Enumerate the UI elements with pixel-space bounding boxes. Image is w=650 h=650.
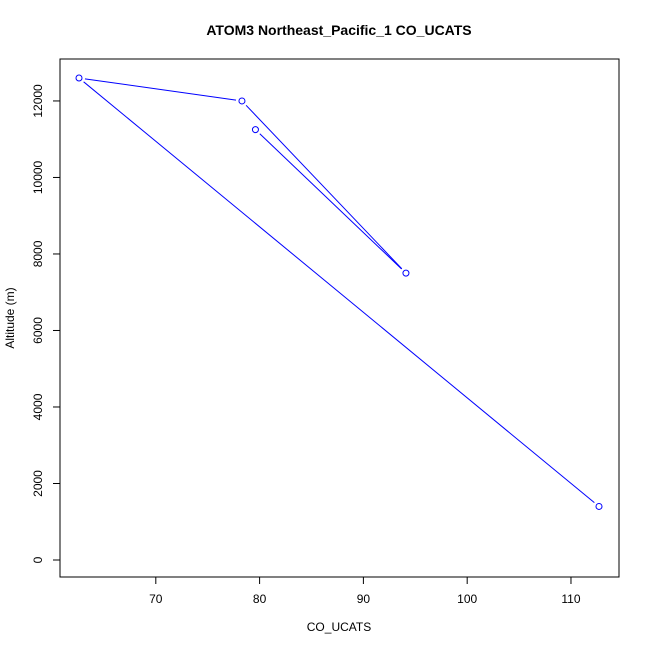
data-point bbox=[75, 74, 83, 82]
data-point bbox=[402, 269, 410, 277]
series-line-segment bbox=[84, 78, 237, 101]
x-tick-label: 80 bbox=[253, 592, 267, 606]
x-tick-label: 100 bbox=[457, 592, 477, 606]
series-line-segment bbox=[83, 81, 595, 504]
y-tick-label: 2000 bbox=[31, 470, 45, 497]
y-axis-label: Altitude (m) bbox=[3, 287, 17, 348]
y-tick-label: 12000 bbox=[31, 84, 45, 118]
series-line-segment bbox=[245, 104, 403, 270]
data-point bbox=[238, 97, 246, 105]
x-axis: 70 80 90 100 110 bbox=[149, 577, 581, 606]
chart-title: ATOM3 Northeast_Pacific_1 CO_UCATS bbox=[206, 22, 471, 38]
data-point bbox=[251, 126, 259, 134]
x-tick-label: 70 bbox=[149, 592, 163, 606]
y-tick-label: 0 bbox=[31, 556, 45, 563]
y-tick-label: 6000 bbox=[31, 317, 45, 344]
x-axis-label: CO_UCATS bbox=[307, 620, 371, 634]
plot-frame bbox=[59, 58, 620, 578]
data-point bbox=[595, 502, 603, 510]
x-tick-label: 110 bbox=[561, 592, 580, 606]
y-axis: 0 2000 4000 6000 8000 10000 12000 bbox=[31, 84, 60, 563]
series-layer bbox=[75, 74, 603, 510]
y-tick-label: 10000 bbox=[31, 160, 45, 194]
y-tick-label: 4000 bbox=[31, 393, 45, 420]
y-tick-label: 8000 bbox=[31, 240, 45, 267]
x-tick-label: 90 bbox=[357, 592, 371, 606]
series-line-segment bbox=[259, 133, 402, 270]
